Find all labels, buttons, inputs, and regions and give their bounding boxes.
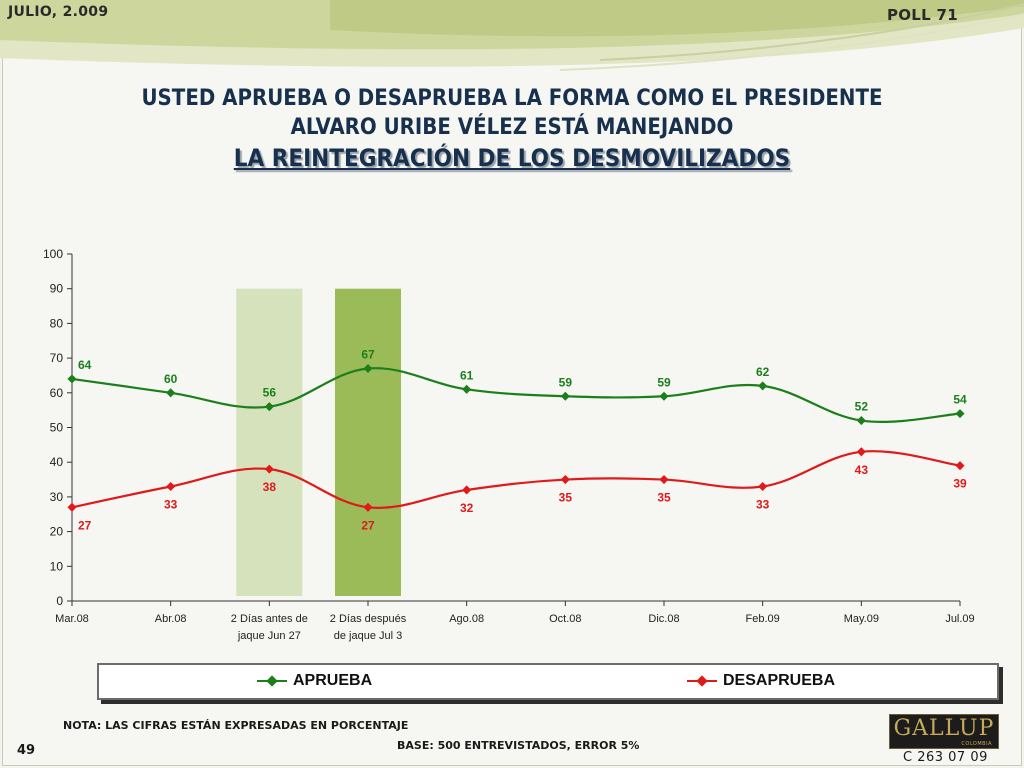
page-number: 49	[17, 743, 36, 758]
chart-legend: APRUEBA DESAPRUEBA	[97, 663, 999, 700]
title-line-3: LA REINTEGRACIÓN DE LOS DESMOVILIZADOS	[233, 144, 791, 172]
x-tick-label: Dic.08	[648, 613, 679, 625]
data-label-aprueba: 64	[78, 358, 92, 372]
data-point-desaprueba	[659, 475, 669, 485]
series-line-desaprueba	[71, 450, 961, 509]
y-tick-label: 50	[50, 421, 64, 435]
data-label-aprueba: 67	[361, 348, 375, 362]
data-label-aprueba: 54	[953, 393, 967, 407]
y-tick-label: 70	[50, 351, 64, 365]
x-tick-label: jaque Jun 27	[237, 630, 301, 642]
x-tick-label: Jul.09	[945, 613, 974, 625]
x-tick-label: Abr.08	[155, 613, 187, 625]
legend-item-approve: APRUEBA	[257, 671, 372, 691]
highlight-band-1	[335, 288, 401, 596]
y-tick-label: 80	[50, 316, 64, 330]
data-point-desaprueba	[166, 481, 176, 492]
title-line-1: USTED APRUEBA O DESAPRUEBA LA FORMA COMO…	[141, 86, 883, 111]
disapprove-line-marker-icon	[687, 675, 717, 687]
footnote: NOTA: LAS CIFRAS ESTÁN EXPRESADAS EN POR…	[63, 719, 409, 732]
y-tick-label: 0	[56, 594, 63, 608]
data-label-desaprueba: 38	[263, 480, 277, 494]
y-tick-label: 90	[50, 282, 64, 296]
data-label-desaprueba: 39	[953, 477, 967, 491]
data-point-desaprueba	[560, 475, 570, 485]
data-point-desaprueba	[758, 481, 768, 492]
x-tick-label: May.09	[844, 613, 879, 625]
data-label-aprueba: 59	[559, 375, 573, 389]
data-label-desaprueba: 27	[361, 518, 375, 532]
report-code: C 263 07 09	[903, 750, 988, 765]
data-point-desaprueba	[462, 485, 472, 495]
data-label-aprueba: 56	[263, 386, 277, 400]
data-point-aprueba	[67, 374, 77, 384]
highlight-band-0	[236, 288, 303, 596]
data-point-aprueba	[955, 409, 965, 419]
data-point-aprueba	[560, 391, 570, 401]
header-swoosh-decoration	[0, 0, 1024, 71]
data-label-aprueba: 52	[855, 400, 869, 414]
x-tick-label: 2 Días antes de	[231, 613, 308, 625]
data-point-aprueba	[758, 381, 768, 391]
y-tick-label: 60	[50, 386, 64, 400]
data-point-aprueba	[856, 416, 866, 426]
date-label: JULIO, 2.009	[8, 4, 109, 20]
data-label-aprueba: 61	[460, 368, 474, 382]
y-tick-label: 100	[43, 247, 63, 261]
sample-base-text: BASE: 500 ENTREVISTADOS, ERROR 5%	[397, 739, 640, 752]
data-point-desaprueba	[856, 447, 866, 457]
data-point-desaprueba	[67, 502, 77, 512]
data-label-desaprueba: 33	[164, 497, 178, 511]
data-label-aprueba: 60	[164, 372, 178, 386]
y-tick-label: 30	[50, 490, 64, 504]
approve-line-marker-icon	[257, 675, 287, 687]
logo-wordmark: GALLUP	[893, 716, 995, 741]
data-label-desaprueba: 32	[460, 501, 474, 515]
legend-label-approve: APRUEBA	[293, 672, 373, 689]
title-line-2: ALVARO URIBE VÉLEZ ESTÁ MANEJANDO	[290, 115, 734, 140]
logo-subtitle: COLOMBIA	[961, 741, 992, 747]
data-point-aprueba	[462, 384, 472, 394]
y-tick-label: 10	[50, 559, 64, 573]
x-tick-label: Oct.08	[549, 613, 581, 625]
x-tick-label: Ago.08	[449, 613, 484, 625]
data-label-desaprueba: 35	[657, 491, 671, 505]
poll-label: POLL 71	[886, 6, 958, 24]
data-point-aprueba	[264, 402, 274, 412]
y-tick-label: 20	[50, 525, 64, 539]
data-label-aprueba: 62	[756, 365, 770, 379]
line-chart: 0 10 20 30 40 50 60 70 80 90 100 Mar.08 Abr.08 2 Días…	[43, 247, 975, 642]
x-tick-label: de jaque Jul 3	[334, 630, 403, 642]
gallup-logo: GALLUP COLOMBIA	[889, 714, 999, 749]
data-label-desaprueba: 43	[855, 463, 869, 477]
data-point-aprueba	[166, 388, 176, 398]
data-label-aprueba: 59	[657, 375, 671, 389]
x-tick-label: Mar.08	[55, 613, 89, 625]
data-label-desaprueba: 35	[559, 491, 573, 505]
data-label-desaprueba: 27	[78, 518, 92, 532]
x-tick-label: 2 Días después	[330, 613, 407, 625]
data-point-desaprueba	[955, 461, 965, 471]
y-tick-label: 40	[50, 455, 64, 469]
data-point-aprueba	[659, 391, 669, 401]
series-line-aprueba	[71, 367, 961, 423]
legend-item-disapprove: DESAPRUEBA	[687, 671, 835, 691]
data-label-desaprueba: 33	[756, 497, 770, 511]
x-tick-label: Feb.09	[746, 613, 780, 625]
legend-label-disapprove: DESAPRUEBA	[723, 672, 836, 689]
slide-title: USTED APRUEBA O DESAPRUEBA LA FORMA COMO…	[0, 84, 1024, 175]
